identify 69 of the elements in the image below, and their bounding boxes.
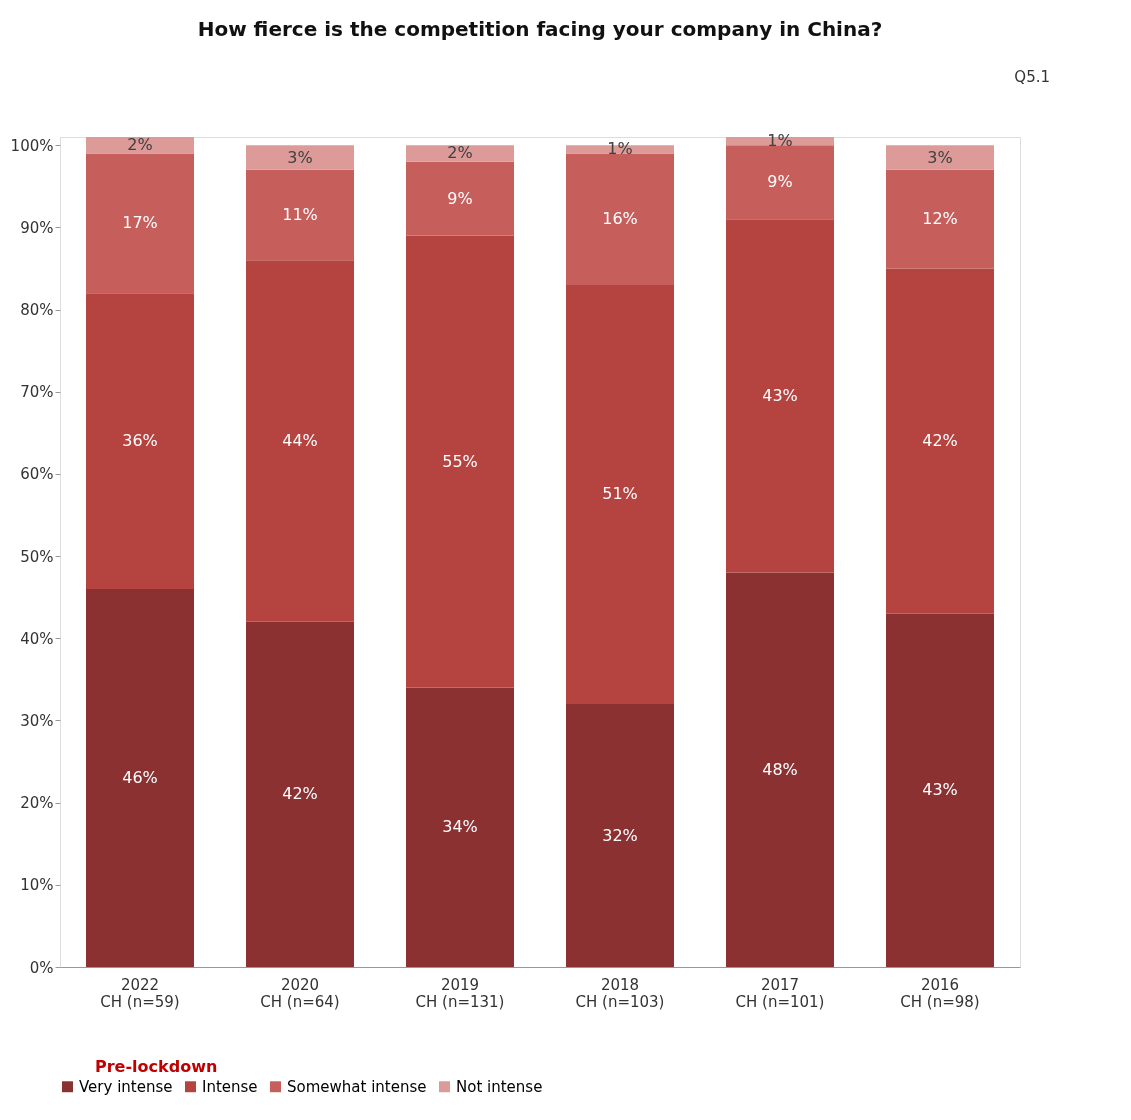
x-tick-label: 2018 CH (n=103) [575,975,665,1011]
bar [246,169,354,261]
bar [726,219,834,573]
bar [246,260,354,622]
data-label: 2% [447,143,473,163]
y-tick-label: 30% [20,711,54,730]
data-label: 3% [287,147,313,167]
data-label: 46% [122,767,158,787]
bar [406,687,514,967]
data-label: 43% [922,780,958,800]
data-label: 16% [602,209,638,229]
x-tick-label: 2022 CH (n=59) [100,975,180,1011]
x-tick-label: 2017 CH (n=101) [735,975,825,1011]
data-label: 11% [282,205,318,225]
y-tick-label: 20% [20,794,54,813]
y-tick-label: 0% [29,958,54,977]
y-tick-label: 10% [20,876,54,895]
legend-label: Not intense [456,1077,543,1096]
y-tick-label: 60% [20,465,54,484]
data-label: 34% [442,817,478,837]
data-label: 3% [927,147,953,167]
data-label: 51% [602,484,638,504]
y-tick-label: 80% [20,301,54,320]
bar [246,145,354,170]
x-tick-label: 2020 CH (n=64) [260,975,340,1011]
bar [886,613,994,967]
data-label: 9% [447,188,473,208]
y-tick-label: 50% [20,547,54,566]
bar [566,153,674,285]
data-label: 42% [922,431,958,451]
x-tick-label: 2019 CH (n=131) [415,975,505,1011]
bar [726,572,834,967]
legend-label: Somewhat intense [287,1077,427,1096]
data-label: 1% [607,139,633,159]
y-tick-label: 70% [20,383,54,402]
data-label: 42% [282,784,318,804]
bar [886,145,994,170]
data-label: 9% [767,172,793,192]
legend-label: Very intense [79,1077,173,1096]
bar [86,588,194,967]
bar [406,145,514,162]
bar [406,161,514,236]
data-label: 48% [762,759,798,779]
data-label: 12% [922,209,958,229]
chart-title: How fierce is the competition facing your company in China? [197,17,883,41]
data-label: 1% [767,131,793,151]
y-tick-label: 40% [20,629,54,648]
bar [86,293,194,589]
data-label: 32% [602,825,638,845]
bar [566,284,674,705]
bar [886,169,994,269]
bar [886,268,994,614]
y-tick-label: 100% [10,136,54,155]
bar [246,621,354,967]
text: Pre-lockdown [95,1057,218,1076]
legend-label: Intense [202,1077,258,1096]
text: Q5.1 [1014,68,1050,86]
data-label: 55% [442,451,478,471]
data-label: 2% [127,135,153,155]
data-label: 43% [762,385,798,405]
bar [406,235,514,688]
data-label: 44% [282,431,318,451]
bar [86,153,194,294]
y-tick-label: 90% [20,218,54,237]
data-label: 17% [122,213,158,233]
x-tick-label: 2016 CH (n=98) [900,975,980,1011]
bar [566,704,674,967]
bar [726,145,834,220]
data-label: 36% [122,431,158,451]
